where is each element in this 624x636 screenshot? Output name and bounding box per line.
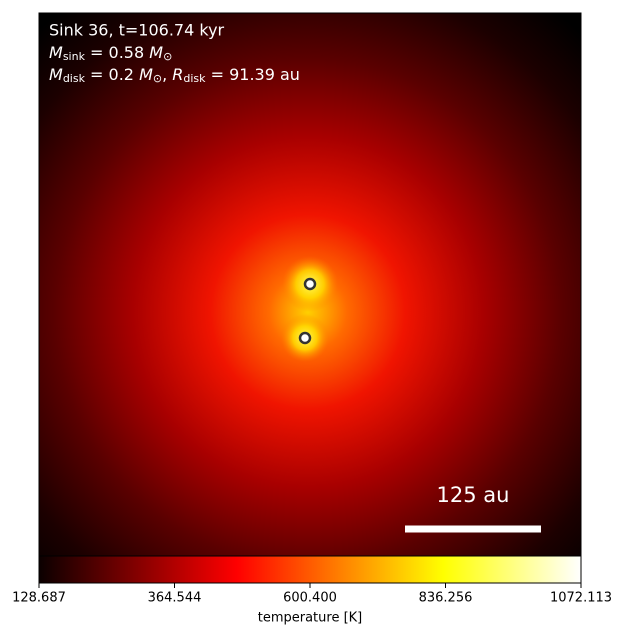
text-part: sink bbox=[63, 50, 86, 63]
title: Sink 36, t=106.74 kyr bbox=[49, 21, 225, 40]
colorbar-tick-label: 364.544 bbox=[148, 591, 202, 606]
text-part: M bbox=[149, 43, 163, 62]
text-part: ⊙ bbox=[163, 50, 172, 63]
sink-mass: Msink = 0.58 M⊙ bbox=[49, 43, 172, 64]
sink-marker bbox=[303, 277, 317, 291]
colorbar-label: temperature [K] bbox=[258, 611, 363, 626]
text-part: disk bbox=[183, 72, 206, 85]
text-part: ⊙ bbox=[153, 72, 162, 85]
text-part: = 0.2 bbox=[85, 65, 139, 84]
text-part: M bbox=[49, 43, 63, 62]
colorbar-tick-label: 1072.113 bbox=[550, 591, 612, 606]
colorbar bbox=[38, 555, 582, 584]
colorbar-tick-label: 128.687 bbox=[12, 591, 66, 606]
colorbar-tick-label: 836.256 bbox=[419, 591, 473, 606]
disk-info: Mdisk = 0.2 M⊙, Rdisk = 91.39 au bbox=[49, 65, 300, 86]
text-part: = 0.58 bbox=[85, 43, 149, 62]
colorbar-tick-label: 600.400 bbox=[283, 591, 337, 606]
text-part: disk bbox=[63, 72, 86, 85]
scale-bar-label: 125 au bbox=[437, 483, 510, 507]
text-part: M bbox=[49, 65, 63, 84]
text-part: , bbox=[162, 65, 172, 84]
text-part: R bbox=[172, 65, 183, 84]
text-part: M bbox=[139, 65, 153, 84]
text-part: = 91.39 au bbox=[206, 65, 300, 84]
sink-marker bbox=[298, 331, 312, 345]
